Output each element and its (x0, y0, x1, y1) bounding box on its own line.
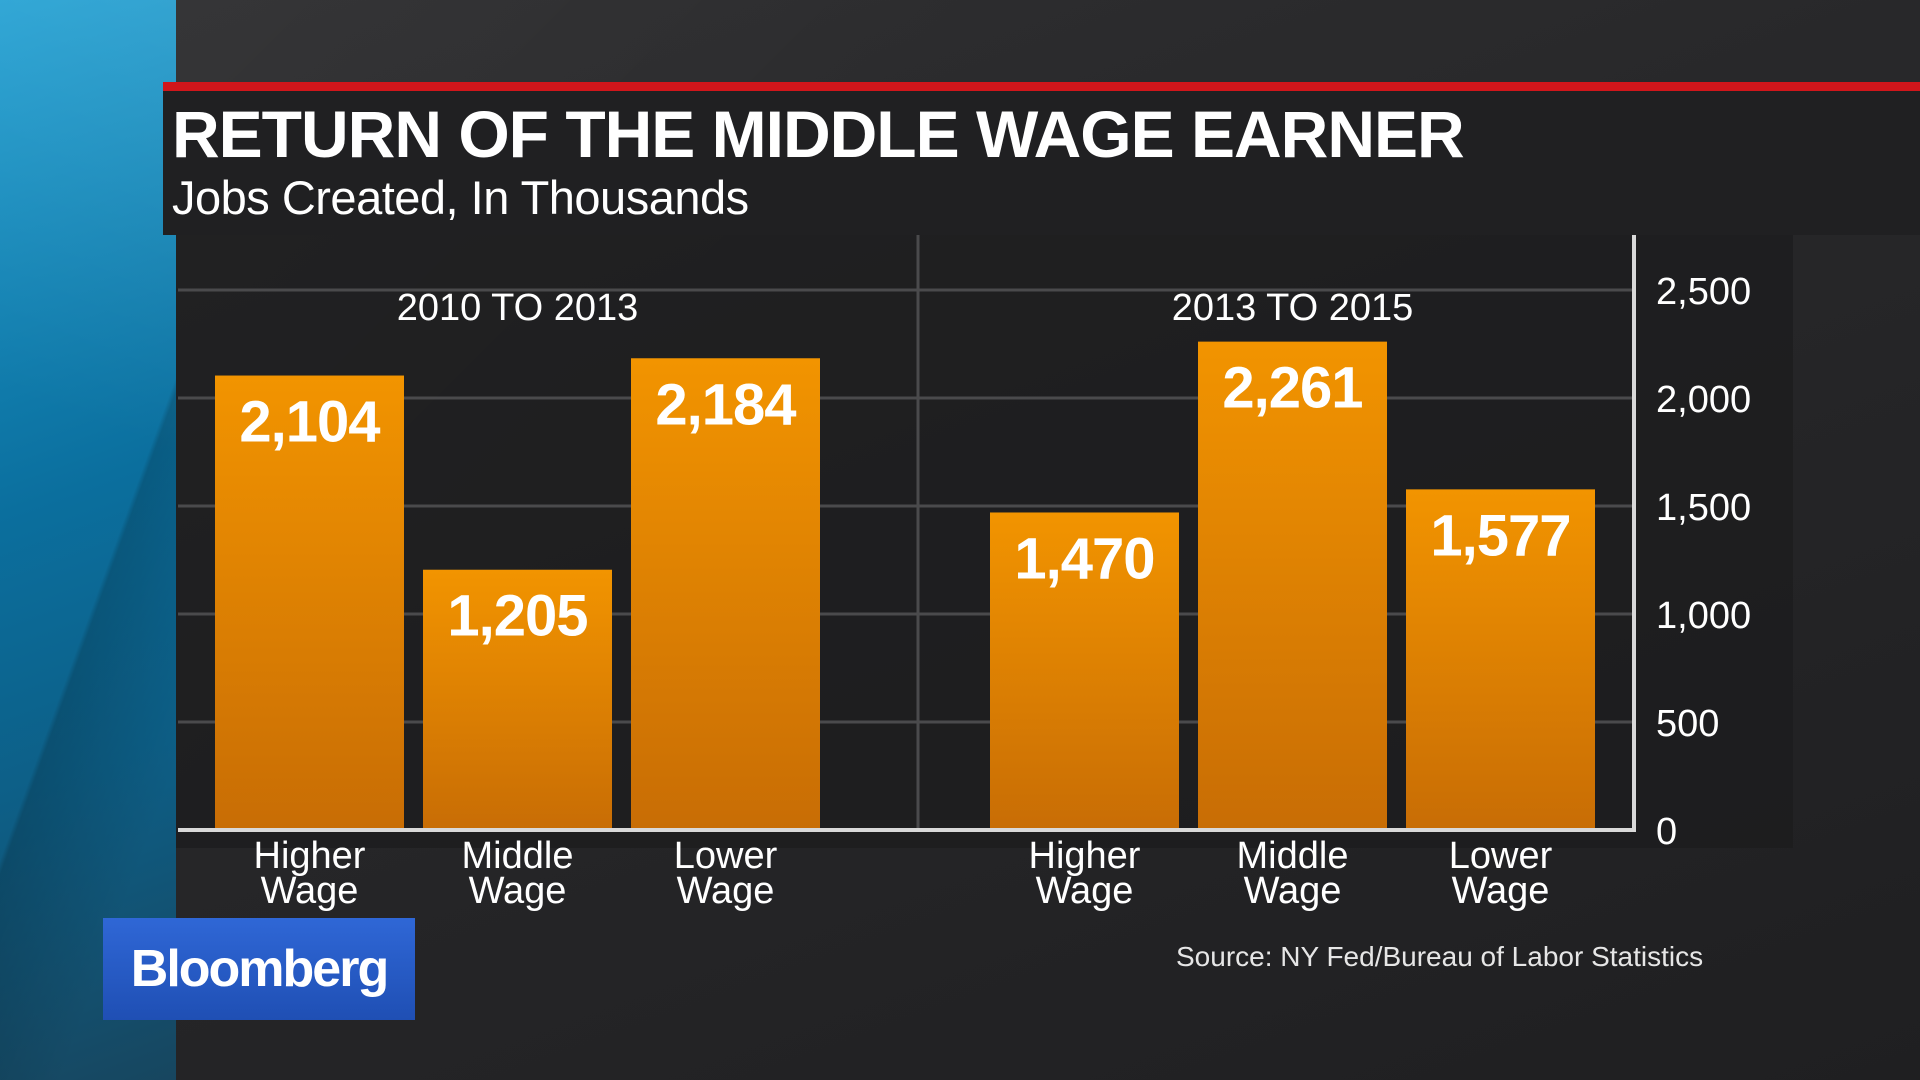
chart-title: RETURN OF THE MIDDLE WAGE EARNER (172, 97, 1465, 171)
bar (1406, 489, 1595, 830)
background-left-panel (0, 0, 176, 1080)
category-label: Higher (254, 835, 366, 877)
header-accent-rule (163, 82, 1920, 91)
bar (423, 569, 612, 830)
group-title: 2010 TO 2013 (397, 287, 639, 329)
axes (178, 235, 1636, 832)
y-tick-label: 1,500 (1656, 487, 1751, 529)
source-note: Source: NY Fed/Bureau of Labor Statistic… (1176, 941, 1704, 972)
bar (1198, 341, 1387, 830)
category-label: Middle (1237, 835, 1349, 877)
category-label: Wage (1244, 870, 1342, 912)
labels: 0 500 1,000 1,500 2,000 2,500 2010 TO 2013 2,10… (239, 271, 1751, 912)
category-label: Lower (1449, 835, 1553, 877)
bar-value-label: 2,184 (655, 372, 796, 437)
bar-value-label: 2,261 (1222, 356, 1362, 421)
category-label: Middle (462, 835, 574, 877)
category-label: Wage (1036, 870, 1134, 912)
y-tick-label: 1,000 (1656, 595, 1751, 637)
title-bar (163, 91, 1920, 235)
category-label: Higher (1029, 835, 1141, 877)
bar-value-label: 1,577 (1430, 503, 1570, 568)
gridlines (178, 235, 1632, 830)
bar-value-label: 1,470 (1014, 526, 1154, 591)
y-tick-label: 0 (1656, 811, 1677, 853)
bloomberg-logo: Bloomberg (103, 918, 415, 1020)
bar (990, 512, 1179, 830)
bar (215, 375, 404, 830)
chart-subtitle: Jobs Created, In Thousands (172, 171, 749, 224)
category-label: Wage (1452, 870, 1550, 912)
group-title: 2013 TO 2015 (1172, 287, 1414, 329)
bar-value-label: 1,205 (447, 584, 587, 649)
y-tick-label: 2,000 (1656, 379, 1751, 421)
y-tick-label: 500 (1656, 703, 1719, 745)
y-tick-label: 2,500 (1656, 271, 1751, 313)
category-label: Wage (677, 870, 775, 912)
category-label: Wage (469, 870, 567, 912)
bar-value-label: 2,104 (239, 390, 380, 455)
category-label: Lower (674, 835, 778, 877)
bar (631, 358, 820, 830)
category-label: Wage (261, 870, 359, 912)
logo-text: Bloomberg (130, 940, 389, 998)
bars (215, 341, 1595, 830)
